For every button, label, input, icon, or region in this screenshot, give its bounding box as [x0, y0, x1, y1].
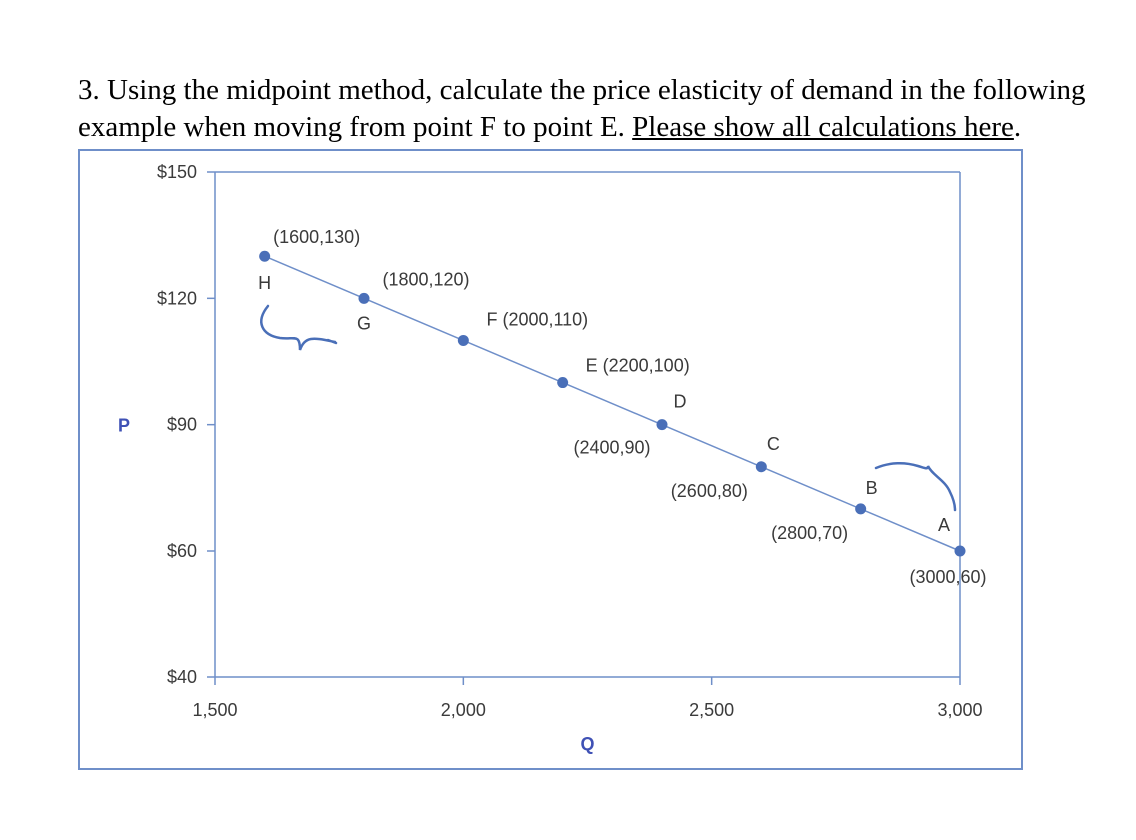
point-coord-f: F (2000,110)	[486, 309, 588, 329]
demand-line	[264, 255, 961, 552]
question-underlined: Please show all calculations here	[632, 111, 1014, 143]
data-point-d	[656, 419, 668, 431]
data-point-c	[755, 461, 767, 473]
point-letter-d: D	[674, 392, 687, 412]
y-tick-label: $90	[167, 415, 197, 435]
x-tick-label: 3,000	[937, 700, 982, 720]
data-point-b	[855, 503, 867, 515]
x-tick-label: 2,500	[689, 700, 734, 720]
point-coord-d: (2400,90)	[573, 438, 650, 458]
point-letter-c: C	[767, 434, 780, 454]
brace-annotations	[260, 304, 957, 512]
x-axis-title: Q	[580, 734, 594, 754]
point-coord-b: (2800,70)	[771, 523, 848, 543]
y-tick-label: $60	[167, 541, 197, 561]
y-tick-label: $120	[157, 288, 197, 308]
data-point-h	[259, 250, 271, 262]
point-coord-c: (2600,80)	[671, 481, 748, 501]
x-tick-label: 1,500	[192, 700, 237, 720]
data-point-a	[954, 545, 966, 557]
point-coord-g: (1800,120)	[382, 269, 469, 289]
data-point-e	[557, 377, 569, 389]
y-axis-title: P	[118, 416, 130, 436]
question-period: .	[1013, 111, 1022, 143]
point-letter-a: A	[938, 515, 950, 535]
x-tick-label: 2,000	[441, 700, 486, 720]
point-letter-g: G	[357, 313, 371, 333]
question-text: 3. Using the midpoint method, calculate …	[78, 72, 1128, 146]
demand-series	[259, 250, 966, 557]
left-brace-icon	[260, 304, 338, 351]
point-letter-b: B	[866, 478, 878, 498]
point-coord-h: (1600,130)	[273, 227, 360, 247]
point-coord-e: E (2200,100)	[586, 356, 690, 376]
y-tick-label: $150	[157, 162, 197, 182]
data-point-g	[358, 292, 370, 304]
chart-frame	[78, 149, 1023, 770]
point-coord-a: (3000,60)	[909, 567, 986, 587]
question-body: 3. Using the midpoint method, calculate …	[78, 74, 1086, 143]
right-brace-icon	[874, 462, 957, 512]
data-point-f	[457, 334, 469, 346]
point-letter-h: H	[258, 273, 271, 293]
y-tick-label: $40	[167, 667, 197, 687]
chart-axes: $150 $120 $90 $60 $40 1,500 2,000 2,500 3,000	[157, 162, 983, 720]
point-labels: H (1600,130) G (1800,120) F (2000,110) E (220…	[258, 227, 986, 587]
